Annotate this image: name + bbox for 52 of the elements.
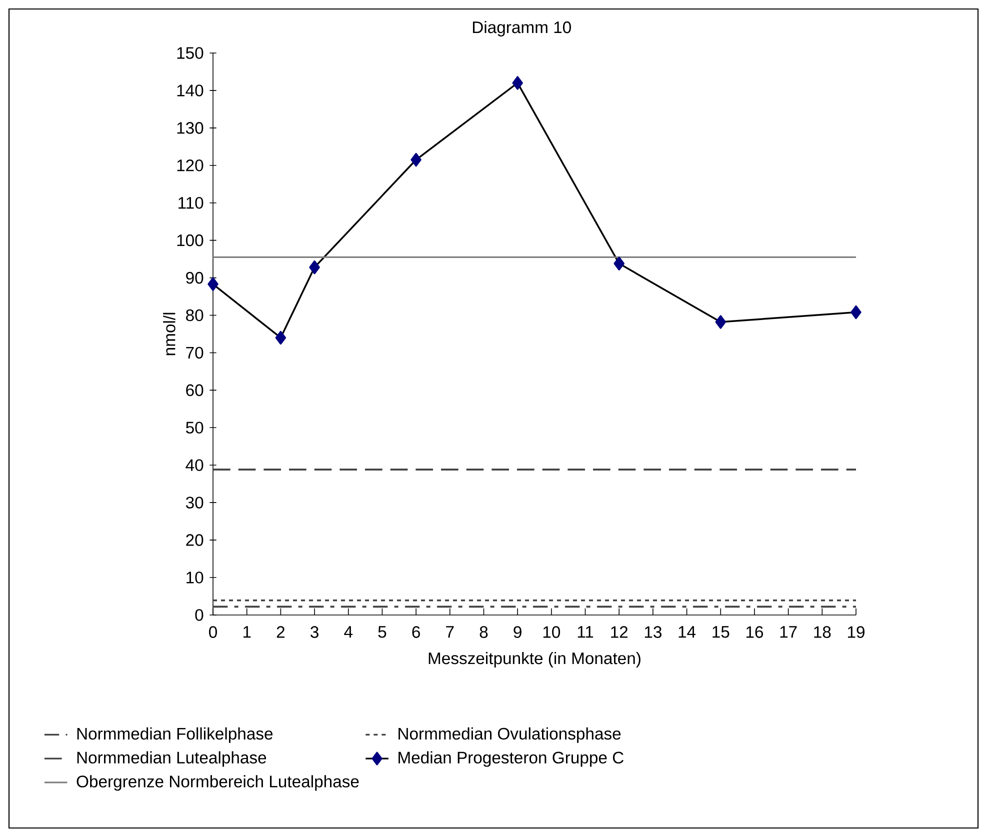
x-tick-label: 0 [209,626,217,638]
x-tick-label: 4 [344,626,353,638]
x-tick-label: 8 [480,626,488,638]
y-tick-label: 10 [186,572,204,584]
y-tick-label: 120 [177,160,204,172]
y-tick-label: 0 [195,609,204,621]
x-axis-title: Messzeitpunkte (in Monaten) [428,652,640,668]
legend-label: Normmedian Lutealphase [77,751,266,767]
legend-label: Median Progesteron Gruppe C [398,751,624,767]
point [715,315,726,329]
x-tick-label: 14 [678,626,696,638]
point [614,256,624,270]
y-tick-label: 30 [186,496,204,508]
x-tick-label: 13 [644,626,662,638]
point [208,277,218,292]
y-tick-label: 60 [186,384,204,396]
y-tick-label: 40 [186,459,204,472]
x-tick-label: 7 [446,626,454,638]
x-tick-label: 5 [378,626,386,638]
x-tick-label: 10 [543,626,560,638]
y-tick-label: 140 [177,84,204,96]
y-tick-label: 90 [186,272,204,284]
legend-label: Obergrenze Normbereich Lutealphase [76,775,359,791]
y-tick-label: 130 [177,122,204,134]
x-tick-label: 9 [514,626,522,638]
legend-label: Normmedian Follikelphase [77,727,273,743]
x-tick-label: 3 [310,626,318,638]
x-tick-label: 12 [611,626,628,638]
x-tick-label: 18 [814,626,831,638]
y-tick-label: 70 [186,346,204,359]
x-tick-label: 6 [412,626,420,638]
y-tick-label: 50 [186,422,204,434]
chart-title: Diagramm 10 [472,20,571,36]
x-tick-label: 17 [780,626,797,638]
y-tick-label: 100 [177,234,204,246]
x-tick-label: 2 [276,626,284,638]
x-tick-label: 11 [578,626,594,638]
x-tick-label: 16 [746,626,764,638]
point [410,152,422,167]
point [309,260,320,274]
y-tick-label: 80 [186,309,204,322]
x-tick-label: 1 [243,626,251,638]
point [512,76,523,90]
x-tick-label: 15 [712,626,730,638]
legend-label: Normmedian Ovulationsphase [398,727,621,743]
y-tick-label: 110 [178,196,204,209]
y-tick-label: 150 [177,47,204,59]
point [275,330,286,345]
y-tick-label: 20 [186,534,204,546]
point [850,305,862,320]
y-axis-title: nmol/l [163,312,176,356]
x-tick-label: 19 [848,626,864,638]
